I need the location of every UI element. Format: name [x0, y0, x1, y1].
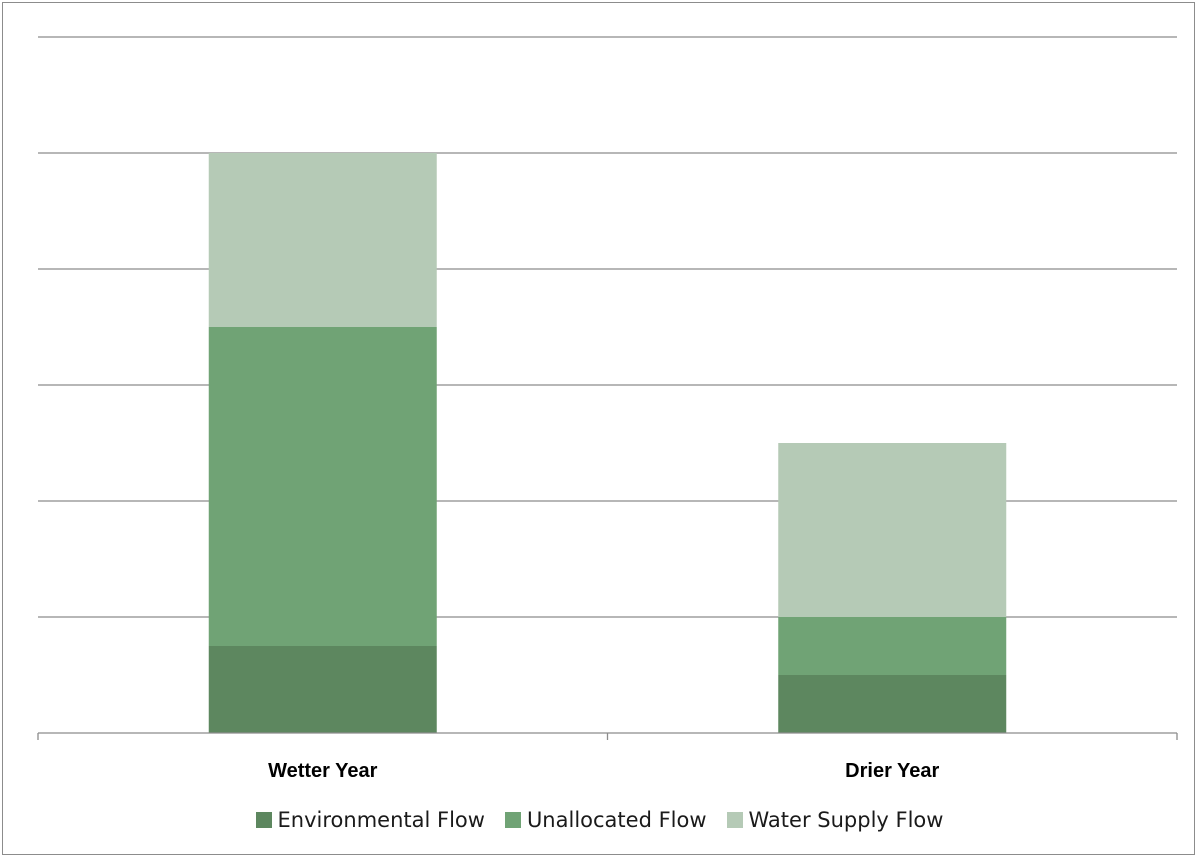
legend-label: Unallocated Flow — [526, 808, 707, 832]
category-labels: Wetter Year Drier Year — [268, 760, 939, 782]
bar-segment-unallocated-flow — [208, 327, 437, 646]
legend-swatch — [726, 812, 743, 828]
legend-label: Water Supply Flow — [748, 808, 944, 832]
bars — [208, 153, 1007, 733]
legend-swatch — [255, 812, 272, 828]
legend: Environmental Flow Unallocated Flow Water … — [0, 808, 1199, 832]
x-axis — [37, 732, 1178, 740]
bar-segment-environmental-flow — [208, 646, 437, 733]
bar-segment-environmental-flow — [778, 675, 1007, 733]
bar-segment-water-supply-flow — [208, 153, 437, 327]
legend-item: Unallocated Flow — [504, 808, 707, 832]
legend-item: Water Supply Flow — [726, 808, 944, 832]
category-label: Wetter Year — [268, 760, 378, 782]
legend-item: Environmental Flow — [255, 808, 485, 832]
bar-segment-unallocated-flow — [778, 617, 1007, 675]
bar-segment-water-supply-flow — [778, 443, 1007, 617]
legend-label: Environmental Flow — [277, 808, 485, 832]
category-label: Drier Year — [845, 760, 939, 782]
legend-swatch — [504, 812, 521, 828]
